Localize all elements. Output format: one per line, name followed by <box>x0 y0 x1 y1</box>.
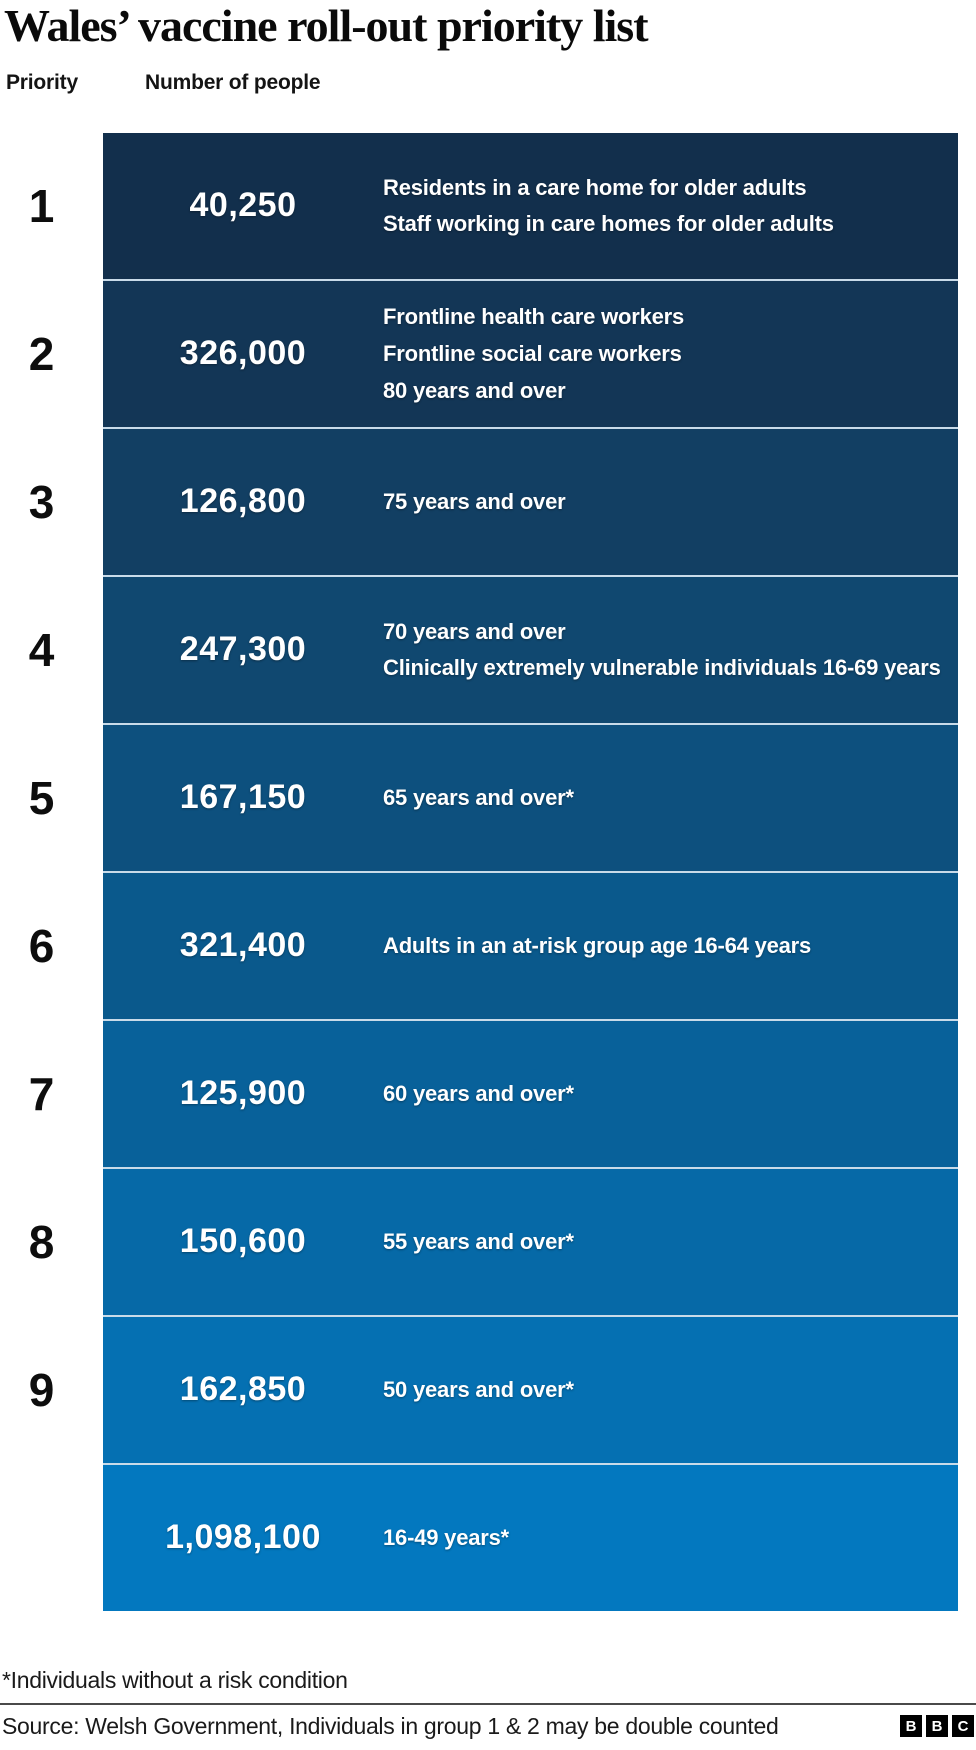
priority-number <box>0 1465 103 1611</box>
people-count: 162,850 <box>179 1370 307 1409</box>
priority-number: 8 <box>28 1215 55 1268</box>
group-label: Clinically extremely vulnerable individu… <box>383 655 941 681</box>
priority-number: 4 <box>28 623 55 676</box>
bbc-logo-letter: B <box>926 1715 948 1738</box>
group-list: Adults in an at-risk group age 16-64 yea… <box>383 925 958 967</box>
priority-row: 6 321,400 Adults in an at-risk group age 1… <box>0 872 976 1019</box>
group-label: Residents in a care home for older adult… <box>383 174 807 200</box>
priority-number: 9 <box>28 1363 55 1416</box>
people-count: 125,900 <box>179 1074 307 1113</box>
priority-row: 3 126,800 75 years and over <box>0 428 976 575</box>
priority-bar: 150,600 55 years and over* <box>103 1168 958 1315</box>
priority-row: 9 162,850 50 years and over* <box>0 1316 976 1463</box>
group-label: 70 years and over <box>383 618 566 644</box>
priority-number: 2 <box>28 327 55 380</box>
priority-bar: 167,150 65 years and over* <box>103 724 958 871</box>
group-list: 60 years and over* <box>383 1073 958 1115</box>
priority-row: 1 40,250 Residents in a care home for olde… <box>0 132 976 279</box>
people-count: 40,250 <box>189 186 297 225</box>
group-label: 80 years and over <box>383 377 566 403</box>
bbc-logo-letter: B <box>900 1715 922 1738</box>
group-label: Staff working in care homes for older ad… <box>383 211 834 237</box>
priority-bar: 1,098,100 16-49 years* <box>103 1464 958 1611</box>
people-count: 167,150 <box>179 778 307 817</box>
priority-row: 2 326,000 Frontline health care workers Fro… <box>0 280 976 427</box>
priority-row: 1,098,100 16-49 years* <box>0 1464 976 1611</box>
source-row: Source: Welsh Government, Individuals in… <box>0 1713 976 1740</box>
source-text: Source: Welsh Government, Individuals in… <box>2 1712 779 1739</box>
divider-line <box>0 1702 976 1705</box>
group-list: 65 years and over* <box>383 777 958 819</box>
column-headers: Priority Number of people <box>0 71 976 95</box>
priority-bar: 125,900 60 years and over* <box>103 1020 958 1167</box>
priority-bar: 326,000 Frontline health care workers Fron… <box>103 280 958 427</box>
group-list: 70 years and over Clinically extremely vu… <box>383 611 958 690</box>
people-count: 1,098,100 <box>165 1518 321 1557</box>
people-count: 150,600 <box>179 1222 307 1261</box>
group-label: 65 years and over* <box>383 784 574 810</box>
group-list: 50 years and over* <box>383 1369 958 1411</box>
priority-row: 8 150,600 55 years and over* <box>0 1168 976 1315</box>
group-list: 16-49 years* <box>383 1517 958 1559</box>
bbc-logo-letter: C <box>952 1715 974 1738</box>
priority-bar: 162,850 50 years and over* <box>103 1316 958 1463</box>
footnote: *Individuals without a risk condition <box>2 1666 348 1693</box>
group-label: Frontline social care workers <box>383 340 682 366</box>
priority-number: 7 <box>28 1067 55 1120</box>
group-list: Frontline health care workers Frontline s… <box>383 296 958 412</box>
page-title: Wales’ vaccine roll-out priority list <box>4 0 649 51</box>
priority-bar: 247,300 70 years and over Clinically extre… <box>103 576 958 723</box>
people-count: 321,400 <box>179 926 307 965</box>
people-count: 247,300 <box>179 630 307 669</box>
priority-row: 7 125,900 60 years and over* <box>0 1020 976 1167</box>
priority-bar: 40,250 Residents in a care home for older… <box>103 132 958 279</box>
priority-number: 6 <box>28 919 55 972</box>
people-count: 326,000 <box>179 334 307 373</box>
group-label: 55 years and over* <box>383 1228 574 1254</box>
people-count: 126,800 <box>179 482 307 521</box>
priority-row: 4 247,300 70 years and over Clinically extr… <box>0 576 976 723</box>
priority-list-chart: 1 40,250 Residents in a care home for olde… <box>0 132 976 1611</box>
priority-number: 5 <box>28 771 55 824</box>
group-list: Residents in a care home for older adult… <box>383 167 958 246</box>
group-label: 60 years and over* <box>383 1080 574 1106</box>
col-header-people: Number of people <box>145 70 321 94</box>
col-header-priority: Priority <box>6 70 78 94</box>
priority-row: 5 167,150 65 years and over* <box>0 724 976 871</box>
group-list: 55 years and over* <box>383 1221 958 1263</box>
priority-number: 3 <box>28 475 55 528</box>
group-list: 75 years and over <box>383 481 958 523</box>
group-label: 16-49 years* <box>383 1524 510 1550</box>
priority-bar: 126,800 75 years and over <box>103 428 958 575</box>
group-label: Frontline health care workers <box>383 304 685 330</box>
group-label: 50 years and over* <box>383 1376 574 1402</box>
group-label: 75 years and over <box>383 488 566 514</box>
group-label: Adults in an at-risk group age 16-64 yea… <box>383 932 812 958</box>
priority-number: 1 <box>28 179 55 232</box>
priority-bar: 321,400 Adults in an at-risk group age 16… <box>103 872 958 1019</box>
